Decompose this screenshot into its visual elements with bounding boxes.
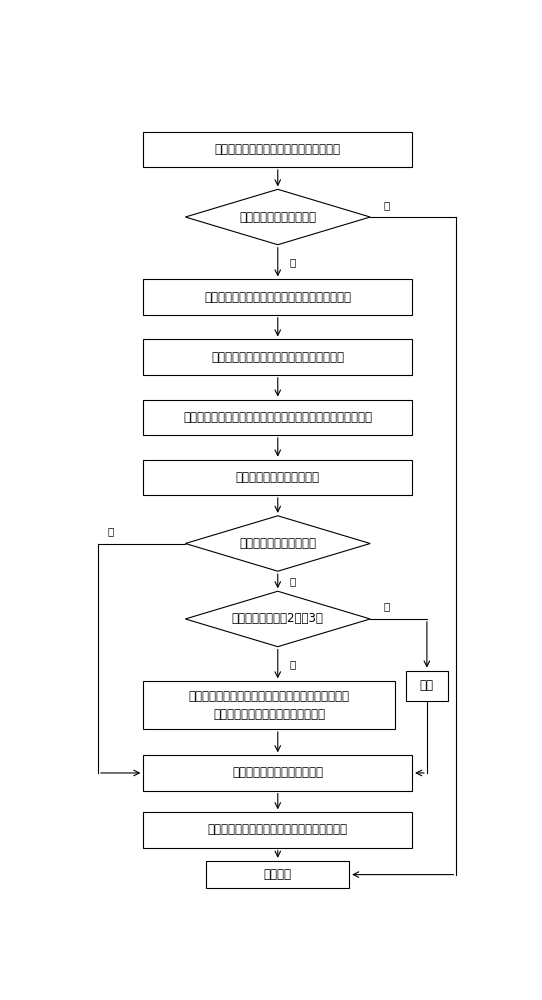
FancyBboxPatch shape <box>207 861 349 888</box>
Text: 否: 否 <box>384 602 390 612</box>
FancyBboxPatch shape <box>406 671 448 701</box>
FancyBboxPatch shape <box>143 279 412 315</box>
Text: 剩余粒子数是否为2个或3个: 剩余粒子数是否为2个或3个 <box>232 612 324 625</box>
Text: 将速度相空间分为多个象限并分别建立临时链表: 将速度相空间分为多个象限并分别建立临时链表 <box>204 291 351 304</box>
Text: 总粒子数目是否达到阈值: 总粒子数目是否达到阈值 <box>239 211 317 224</box>
FancyBboxPatch shape <box>143 132 412 167</box>
FancyBboxPatch shape <box>143 460 412 495</box>
Text: 是: 是 <box>289 257 295 267</box>
Text: 清除: 清除 <box>420 679 434 692</box>
Text: 临时链表中是否剩余粒子: 临时链表中是否剩余粒子 <box>239 537 317 550</box>
Text: 对应每一个六面体网格分别建立粒子链表: 对应每一个六面体网格分别建立粒子链表 <box>215 143 341 156</box>
FancyBboxPatch shape <box>143 339 412 375</box>
Polygon shape <box>185 516 370 571</box>
Text: 否: 否 <box>107 526 114 536</box>
Text: 是: 是 <box>289 576 295 586</box>
Text: 遍历每个粒子进入相应速度相空间临时链表: 遍历每个粒子进入相应速度相空间临时链表 <box>211 351 344 364</box>
Text: 每个集合中粒子合并为两个: 每个集合中粒子合并为两个 <box>236 471 320 484</box>
Text: 用临时链表更新每一个六面体网格的粒子链表: 用临时链表更新每一个六面体网格的粒子链表 <box>208 823 348 836</box>
FancyBboxPatch shape <box>143 812 412 848</box>
Text: 用合并后的粒子更新临时链表: 用合并后的粒子更新临时链表 <box>233 766 323 779</box>
Polygon shape <box>185 591 370 647</box>
Text: 是: 是 <box>289 659 295 669</box>
Polygon shape <box>185 189 370 245</box>
Text: 若剩余三个粒子则补偿一个粒子，然后合并成两个；
若剩余两个粒子，则合并成一个粒子: 若剩余三个粒子则补偿一个粒子，然后合并成两个； 若剩余两个粒子，则合并成一个粒子 <box>189 690 350 721</box>
Text: 每个临时链表按粒子能量大小排序，每四个粒子分为一个集合: 每个临时链表按粒子能量大小排序，每四个粒子分为一个集合 <box>183 411 372 424</box>
FancyBboxPatch shape <box>143 755 412 791</box>
Text: 否: 否 <box>384 200 390 210</box>
FancyBboxPatch shape <box>143 400 412 435</box>
FancyBboxPatch shape <box>143 681 396 729</box>
Text: 合并完成: 合并完成 <box>264 868 292 881</box>
